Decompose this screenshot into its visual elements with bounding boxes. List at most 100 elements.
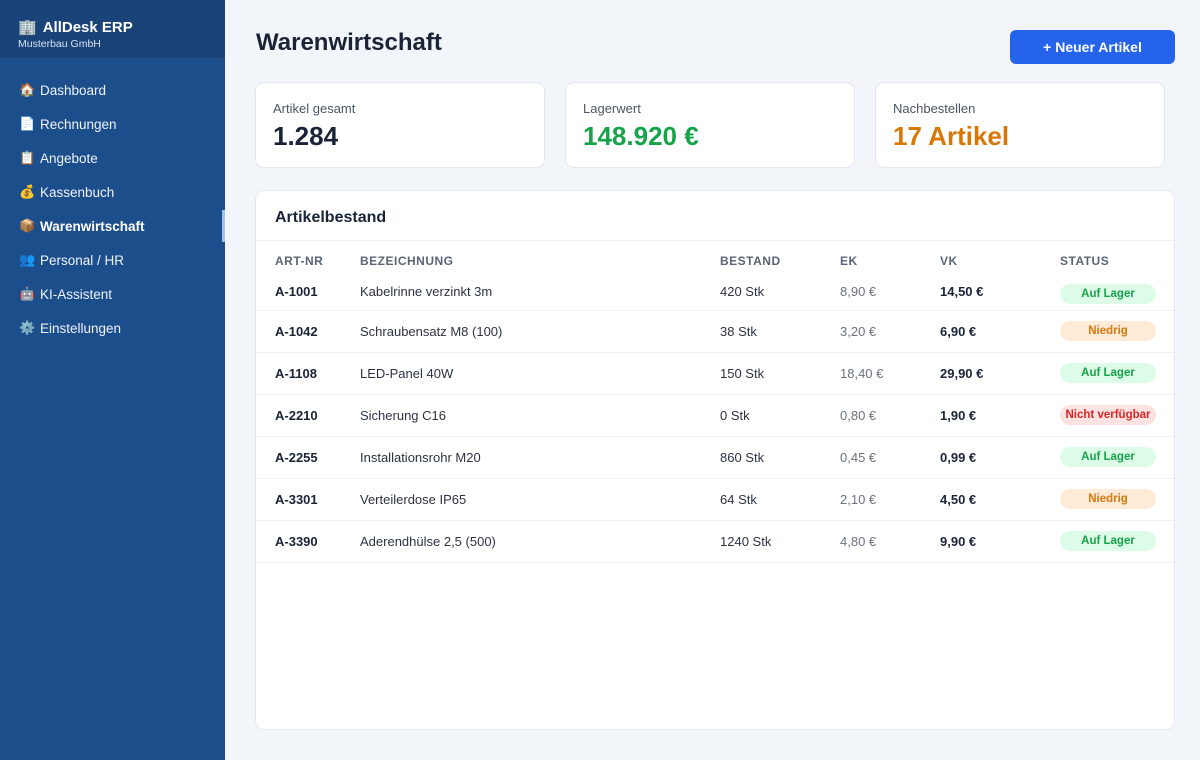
panel-title: Artikelbestand (256, 191, 1174, 241)
stat-label: Nachbestellen (893, 101, 976, 116)
cell-vk: 4,50 € (940, 478, 1060, 521)
cell-status: Auf Lager (1060, 520, 1174, 563)
status-badge: Auf Lager (1060, 363, 1156, 383)
cell-status: Nicht verfügbar (1060, 394, 1174, 437)
table-row[interactable]: A-1042 Schraubensatz M8 (100) 38 Stk 3,20 €… (256, 310, 1174, 353)
table-header-row: ART-NR BEZEICHNUNG BESTAND EK VK STATUS (256, 241, 1174, 278)
sidebar-item-personal-hr[interactable]: 👥 Personal / HR (0, 243, 225, 277)
stat-card-stock-value: Lagerwert 148.920 € (565, 82, 855, 168)
cell-stock: 150 Stk (720, 352, 840, 395)
table-row[interactable]: A-1001 Kabelrinne verzinkt 3m 420 Stk 8,90 … (256, 278, 1174, 311)
cell-status: Niedrig (1060, 310, 1174, 353)
sidebar-item-label: Angebote (40, 150, 98, 166)
new-article-button[interactable]: + Neuer Artikel (1010, 30, 1175, 64)
cell-status: Auf Lager (1060, 436, 1174, 479)
sidebar-item-rechnungen[interactable]: 📄 Rechnungen (0, 107, 225, 141)
cell-name: Aderendhülse 2,5 (500) (360, 520, 720, 563)
stat-label: Artikel gesamt (273, 101, 356, 116)
column-header-art-nr[interactable]: ART-NR (275, 253, 324, 268)
sidebar-item-label: Warenwirtschaft (40, 218, 145, 234)
cell-stock: 38 Stk (720, 310, 840, 353)
inventory-table: ART-NR BEZEICHNUNG BESTAND EK VK STATUS … (256, 241, 1174, 563)
sidebar-item-label: Personal / HR (40, 252, 125, 268)
column-header-vk[interactable]: VK (940, 253, 958, 268)
stat-value: 17 Artikel (893, 121, 1010, 151)
cell-vk: 9,90 € (940, 520, 1060, 563)
cell-name: Sicherung C16 (360, 394, 720, 437)
status-badge: Nicht verfügbar (1060, 405, 1156, 425)
stat-card-reorder: Nachbestellen 17 Artikel (875, 82, 1165, 168)
home-icon: 🏠 (19, 82, 36, 97)
column-header-ek[interactable]: EK (840, 253, 858, 268)
people-icon: 👥 (19, 252, 36, 267)
cell-vk: 29,90 € (940, 352, 1060, 395)
column-header-name[interactable]: BEZEICHNUNG (360, 253, 454, 268)
money-bag-icon: 💰 (19, 184, 36, 199)
document-icon: 📄 (19, 116, 36, 131)
cell-stock: 860 Stk (720, 436, 840, 479)
cell-name: Verteilerdose IP65 (360, 478, 720, 521)
cell-ek: 18,40 € (840, 352, 940, 395)
sidebar-item-label: Rechnungen (40, 116, 117, 132)
cell-status: Auf Lager (1060, 278, 1174, 311)
cell-ek: 2,10 € (840, 478, 940, 521)
sidebar-item-label: Kassenbuch (40, 184, 115, 200)
cell-ek: 4,80 € (840, 520, 940, 563)
cell-stock: 420 Stk (720, 278, 840, 311)
cell-vk: 0,99 € (940, 436, 1060, 479)
sidebar-item-label: Einstellungen (40, 320, 122, 336)
status-badge: Auf Lager (1060, 284, 1156, 304)
sidebar-item-label: Dashboard (40, 82, 107, 98)
cell-status: Niedrig (1060, 478, 1174, 521)
brand: 🏢 AllDesk ERP Musterbau GmbH (0, 0, 225, 58)
app-name: AllDesk ERP (42, 19, 133, 36)
table-row[interactable]: A-2210 Sicherung C16 0 Stk 0,80 €1,90 € Nich… (256, 394, 1174, 437)
sidebar-item-dashboard[interactable]: 🏠 Dashboard (0, 73, 225, 107)
cell-stock: 0 Stk (720, 394, 840, 437)
cell-stock: 1240 Stk (720, 520, 840, 563)
sidebar-item-einstellungen[interactable]: ⚙️ Einstellungen (0, 311, 225, 345)
cell-stock: 64 Stk (720, 478, 840, 521)
cell-name: Schraubensatz M8 (100) (360, 310, 720, 353)
cell-vk: 1,90 € (940, 394, 1060, 437)
stat-card-articles-total: Artikel gesamt 1.284 (255, 82, 545, 168)
package-icon: 📦 (19, 218, 36, 233)
company-name: Musterbau GmbH (18, 38, 101, 50)
status-badge: Auf Lager (1060, 447, 1156, 467)
cell-art-nr: A-3301 (256, 478, 360, 521)
cell-art-nr: A-1042 (256, 310, 360, 353)
main-content: Warenwirtschaft + Neuer Artikel Artikel … (225, 0, 1200, 760)
sidebar-item-kassenbuch[interactable]: 💰 Kassenbuch (0, 175, 225, 209)
cell-name: Kabelrinne verzinkt 3m (360, 278, 720, 311)
table-row[interactable]: A-3390 Aderendhülse 2,5 (500) 1240 Stk 4,80… (256, 520, 1174, 563)
column-header-stock[interactable]: BESTAND (720, 253, 781, 268)
sidebar-nav: 🏠 Dashboard 📄 Rechnungen 📋 Angebote 💰 Kassenbuc… (0, 58, 225, 345)
sidebar: 🏢 AllDesk ERP Musterbau GmbH 🏠 Dashboard 📄… (0, 0, 225, 760)
sidebar-item-ki-assistent[interactable]: 🤖 KI-Assistent (0, 277, 225, 311)
table-row[interactable]: A-1108 LED-Panel 40W 150 Stk 18,40 €29,90 €… (256, 352, 1174, 395)
cell-art-nr: A-3390 (256, 520, 360, 563)
status-badge: Niedrig (1060, 321, 1156, 341)
app-title: 🏢 AllDesk ERP (18, 19, 207, 37)
table-row[interactable]: A-3301 Verteilerdose IP65 64 Stk 2,10 €4,50… (256, 478, 1174, 521)
cell-ek: 0,45 € (840, 436, 940, 479)
sidebar-item-warenwirtschaft[interactable]: 📦 Warenwirtschaft (0, 209, 225, 243)
cell-status: Auf Lager (1060, 352, 1174, 395)
cell-vk: 6,90 € (940, 310, 1060, 353)
cell-art-nr: A-1108 (256, 352, 360, 395)
cell-art-nr: A-2255 (256, 436, 360, 479)
inventory-panel: Artikelbestand ART-NR BEZEICHNUNG BESTAN… (255, 190, 1175, 730)
sidebar-item-angebote[interactable]: 📋 Angebote (0, 141, 225, 175)
sidebar-item-label: KI-Assistent (40, 286, 113, 302)
clipboard-icon: 📋 (19, 150, 36, 165)
cell-ek: 8,90 € (840, 278, 940, 311)
table-row[interactable]: A-2255 Installationsrohr M20 860 Stk 0,45 €… (256, 436, 1174, 479)
cell-name: Installationsrohr M20 (360, 436, 720, 479)
status-badge: Niedrig (1060, 489, 1156, 509)
column-header-status[interactable]: STATUS (1060, 253, 1110, 268)
status-badge: Auf Lager (1060, 531, 1156, 551)
cell-art-nr: A-2210 (256, 394, 360, 437)
cell-name: LED-Panel 40W (360, 352, 720, 395)
stat-value: 148.920 € (583, 121, 699, 151)
building-icon: 🏢 (18, 19, 37, 36)
